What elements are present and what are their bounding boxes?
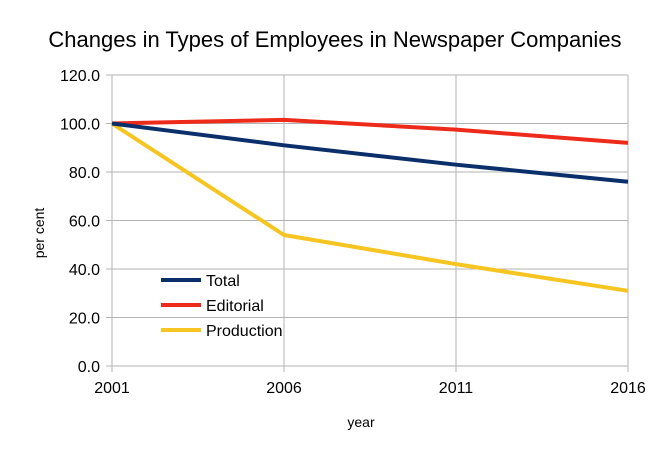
legend-label-editorial: Editorial [206,298,264,315]
series-lines [110,117,629,293]
y-tick-label: 100.0 [60,117,100,134]
chart-title: Changes in Types of Employees in Newspap… [48,27,621,52]
y-axis-tick-labels: 0.0 20.0 40.0 60.0 80.0 100.0 120.0 [60,68,100,376]
legend-label-total: Total [206,273,240,290]
x-axis-tick-labels: 2001 2006 2011 2016 [94,380,646,397]
gridlines [106,74,629,372]
legend: Total Editorial Production [161,273,283,340]
y-tick-label: 40.0 [69,262,100,279]
series-line-editorial [111,117,629,145]
x-tick-label: 2001 [94,380,130,397]
x-axis-label: year [347,414,375,430]
y-tick-label: 120.0 [60,68,100,85]
series-line-total [111,121,629,184]
y-axis-label: per cent [31,208,47,259]
y-tick-label: 80.0 [69,165,100,182]
x-tick-label: 2011 [439,380,474,397]
y-tick-label: 60.0 [69,214,100,231]
x-tick-label: 2016 [610,380,646,397]
x-tick-label: 2006 [266,380,302,397]
y-tick-label: 20.0 [69,311,100,328]
legend-label-production: Production [206,323,283,340]
series-line-production [110,121,629,293]
y-tick-label: 0.0 [78,359,100,376]
